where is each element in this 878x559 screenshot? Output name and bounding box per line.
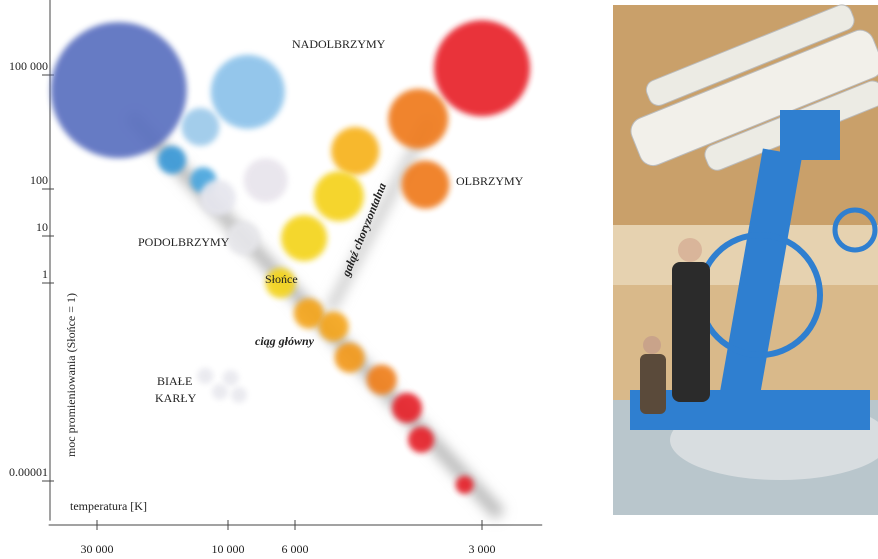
star <box>226 221 261 256</box>
annotation: OLBRZYMY <box>456 174 524 188</box>
annotation: KARŁY <box>155 391 197 405</box>
x-tick-label: 6 000 <box>282 542 309 556</box>
x-tick-label: 3 000 <box>469 542 496 556</box>
annotation: PODOLBRZYMY <box>138 235 230 249</box>
star <box>211 383 228 400</box>
star <box>313 171 364 222</box>
y-tick-label: 10 <box>36 220 48 234</box>
y-tick-label: 0.00001 <box>9 465 48 479</box>
star <box>318 311 349 342</box>
x-tick-label: 30 000 <box>81 542 114 556</box>
y-axis-label: moc promieniowania (Słońce = 1) <box>64 293 78 457</box>
mount <box>717 148 803 412</box>
star <box>265 268 296 298</box>
x-tick-label: 10 000 <box>212 542 245 556</box>
star <box>334 342 365 373</box>
star <box>230 386 247 403</box>
star <box>401 160 450 209</box>
star <box>366 364 397 395</box>
star <box>210 54 285 129</box>
star <box>157 145 186 174</box>
annotation: Słońce <box>265 272 298 286</box>
star <box>408 426 435 453</box>
star <box>293 298 324 329</box>
star <box>50 22 187 159</box>
x-axis-label: temperatura [K] <box>70 499 147 513</box>
star <box>243 158 288 203</box>
person2-head <box>643 336 661 354</box>
person2-body <box>640 354 666 414</box>
y-tick-label: 100 <box>30 173 48 187</box>
star <box>331 127 380 175</box>
star <box>197 367 214 384</box>
star <box>455 475 474 494</box>
branch-band <box>325 117 435 313</box>
star <box>392 392 423 423</box>
chart: 100 000 100 10 1 0.00001 30 000 10 000 6 000 3 0… <box>9 0 543 556</box>
star <box>388 88 449 149</box>
annotation: ciąg główny <box>255 334 315 348</box>
photo <box>613 4 878 515</box>
annotation: BIAŁE <box>157 374 192 388</box>
annotation: NADOLBRZYMY <box>292 37 386 51</box>
star <box>281 215 328 262</box>
y-tick-label: 100 000 <box>9 59 48 73</box>
gear-base <box>630 390 870 430</box>
y-tick-label: 1 <box>42 267 48 281</box>
star <box>181 107 220 146</box>
star <box>222 369 239 386</box>
star <box>199 179 236 216</box>
person-head <box>678 238 702 262</box>
star <box>434 20 530 117</box>
person-body <box>672 262 710 402</box>
wheel-small <box>832 207 878 253</box>
mount-head <box>780 110 840 160</box>
